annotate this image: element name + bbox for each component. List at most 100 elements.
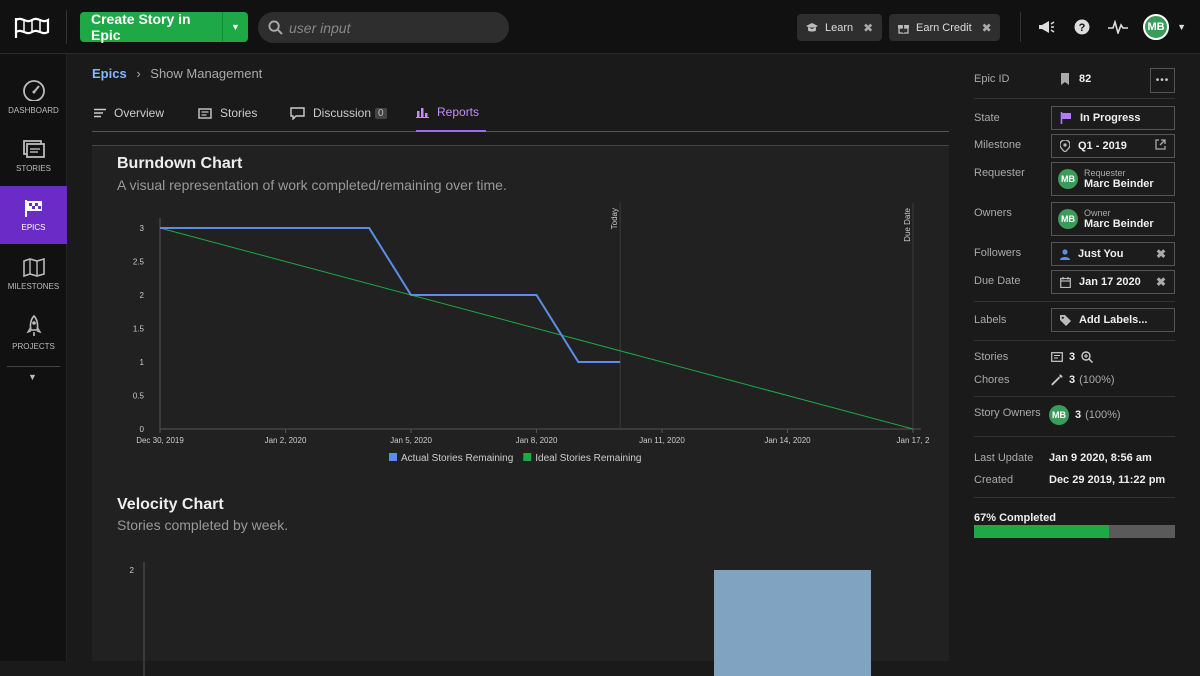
user-avatar[interactable]: MB [1143, 14, 1170, 40]
sidebar-item-label: EPICS [21, 223, 46, 232]
burndown-subtitle: A visual representation of work complete… [117, 177, 507, 193]
discussion-count-badge: 0 [375, 107, 387, 119]
breadcrumb: Epics › Show Management [92, 66, 262, 81]
x-tick-label: Jan 2, 2020 [265, 436, 307, 445]
tag-icon [1060, 314, 1071, 326]
top-bar: Create Story in Epic ▼ Learn ✖ Earn Cred… [0, 0, 1200, 54]
divider [7, 366, 60, 367]
breadcrumb-current: Show Management [150, 66, 263, 81]
velocity-chart: 2 [130, 562, 871, 676]
state-label: State [974, 112, 1000, 124]
epic-id-label: Epic ID [974, 73, 1010, 85]
chevron-down-icon[interactable]: ▼ [222, 12, 248, 42]
progress-fill [974, 525, 1109, 538]
tab-overview[interactable]: Overview [94, 94, 164, 132]
velocity-bar [714, 570, 871, 676]
learn-pill[interactable]: Learn ✖ [797, 14, 882, 41]
earn-credit-pill[interactable]: Earn Credit ✖ [889, 14, 1000, 41]
add-labels-button[interactable]: Add Labels... [1051, 308, 1175, 332]
x-tick-label: Jan 5, 2020 [390, 436, 432, 445]
add-labels-label: Add Labels... [1079, 314, 1148, 326]
graduation-cap-icon [806, 22, 818, 32]
more-options-button[interactable]: ••• [1150, 68, 1175, 93]
shortcut-logo-icon[interactable] [12, 12, 52, 42]
sidebar-item-label: MILESTONES [7, 282, 60, 291]
top-icons: ? MB ▼ [1020, 0, 1200, 54]
followers-select[interactable]: Just You ✖ [1051, 242, 1175, 266]
stories-icon [198, 107, 212, 119]
external-link-icon[interactable] [1155, 139, 1166, 153]
owners-select[interactable]: MB Owner Marc Beinder [1051, 202, 1175, 236]
story-owners-label: Story Owners [974, 407, 1041, 419]
create-story-button[interactable]: Create Story in Epic ▼ [80, 11, 248, 43]
y-tick-label: 0.5 [133, 392, 145, 401]
close-icon[interactable]: ✖ [1155, 275, 1166, 289]
calendar-icon [1060, 276, 1071, 288]
tab-reports[interactable]: Reports [416, 94, 486, 132]
divider [974, 436, 1175, 437]
legend-swatch [389, 453, 397, 461]
chevron-down-icon[interactable]: ▼ [28, 372, 37, 382]
due-date-select[interactable]: Jan 17 2020 ✖ [1051, 270, 1175, 294]
zoom-in-icon[interactable] [1081, 351, 1094, 363]
dashboard-icon [22, 80, 45, 101]
state-select[interactable]: In Progress [1051, 106, 1175, 130]
sidebar-item-stories[interactable]: STORIES [0, 127, 67, 185]
search-input[interactable] [289, 19, 499, 36]
burndown-chart: 0 0.5 1 1.5 2 2.5 3 Dec 30, 2019 Jan 2, 2020 Jan … [133, 203, 930, 464]
divider [974, 396, 1175, 397]
labels-label: Labels [974, 314, 1007, 326]
comment-icon [290, 106, 305, 120]
epic-id: 82 [1079, 73, 1092, 85]
svg-text:?: ? [1079, 22, 1086, 34]
owner-role: Owner [1084, 208, 1111, 218]
milestones-icon [22, 257, 45, 277]
chores-count: 3 [1069, 374, 1076, 386]
completion-progress-bar [974, 525, 1175, 538]
marker-label: Today [610, 208, 619, 229]
last-update-label: Last Update [974, 452, 1034, 464]
breadcrumb-epics-link[interactable]: Epics [92, 66, 127, 81]
sidebar-item-epics[interactable]: EPICS [0, 186, 67, 244]
owners-label: Owners [974, 207, 1012, 219]
divider [974, 497, 1175, 498]
close-icon[interactable]: ✖ [1155, 247, 1166, 261]
user-icon [1060, 248, 1070, 260]
velocity-title: Velocity Chart [117, 496, 224, 513]
earn-credit-label: Earn Credit [916, 21, 972, 34]
tab-discussion[interactable]: Discussion 0 [290, 94, 387, 132]
x-tick-label: Jan 11, 2020 [639, 436, 685, 445]
close-icon[interactable]: ✖ [981, 20, 992, 35]
stories-icon [22, 140, 45, 158]
created-label: Created [974, 474, 1014, 486]
requester-select[interactable]: MB Requester Marc Beinder [1051, 162, 1175, 196]
tab-label: Reports [437, 105, 480, 119]
bar-chart-icon [416, 108, 429, 118]
divider [974, 98, 1175, 99]
due-date-value: Jan 17 2020 [1079, 276, 1141, 288]
activity-icon[interactable] [1107, 16, 1129, 38]
milestone-label: Milestone [974, 139, 1022, 151]
tab-stories[interactable]: Stories [198, 94, 257, 132]
y-tick-label: 3 [140, 224, 145, 233]
legend-label: Actual Stories Remaining [401, 453, 513, 464]
divider [974, 340, 1175, 341]
created-value: Dec 29 2019, 11:22 pm [1049, 474, 1166, 486]
due-date-label: Due Date [974, 275, 1021, 287]
help-icon[interactable]: ? [1071, 16, 1093, 38]
milestone-select[interactable]: Q1 - 2019 [1051, 134, 1175, 158]
close-icon[interactable]: ✖ [863, 20, 874, 35]
chevron-down-icon[interactable]: ▼ [1177, 22, 1186, 32]
y-tick-label: 2 [140, 291, 145, 300]
sidebar-item-projects[interactable]: PROJECTS [0, 304, 67, 362]
y-tick-label: 1.5 [133, 325, 145, 334]
tab-label: Stories [220, 106, 258, 120]
megaphone-icon[interactable] [1035, 16, 1057, 38]
avatar: MB [1058, 169, 1078, 189]
state-value: In Progress [1080, 112, 1141, 124]
sidebar-item-dashboard[interactable]: DASHBOARD [0, 68, 67, 126]
legend-swatch [523, 453, 532, 461]
sidebar-item-milestones[interactable]: MILESTONES [0, 245, 67, 303]
milestone-value: Q1 - 2019 [1078, 140, 1127, 152]
search-box[interactable] [258, 12, 509, 43]
